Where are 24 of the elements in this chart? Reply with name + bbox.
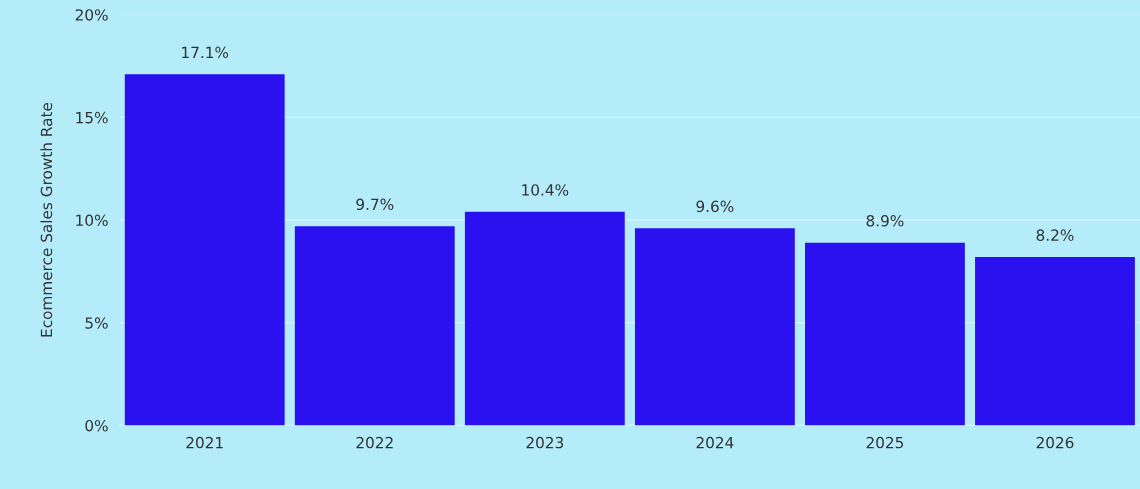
y-tick-label: 0% [85,419,108,432]
x-tick-label: 2023 [526,436,564,449]
bar [805,242,965,426]
bar [634,228,795,426]
bar [464,211,625,426]
x-tick-label: 2022 [356,436,393,449]
y-tick-label: 20% [75,9,108,21]
x-tick-label: 2021 [186,436,223,449]
data-label: 8.2% [1036,229,1074,241]
y-tick-label: 15% [76,111,108,124]
data-label: 17.1% [182,46,229,59]
x-tick-label: 2026 [1036,436,1074,449]
data-label: 8.9% [866,214,904,227]
x-tick-label: 2025 [866,436,904,449]
y-axis-title: Ecommerce Sales Growth Rate [40,102,53,337]
bar [294,226,455,426]
x-tick-label: 2024 [696,436,734,449]
data-label: 9.6% [696,200,734,213]
data-label: 10.4% [522,184,569,196]
data-label: 9.7% [356,198,394,211]
y-tick-label: 10% [76,214,108,227]
bar [975,257,1135,426]
y-tick-label: 5% [85,317,108,329]
bar [124,74,285,426]
